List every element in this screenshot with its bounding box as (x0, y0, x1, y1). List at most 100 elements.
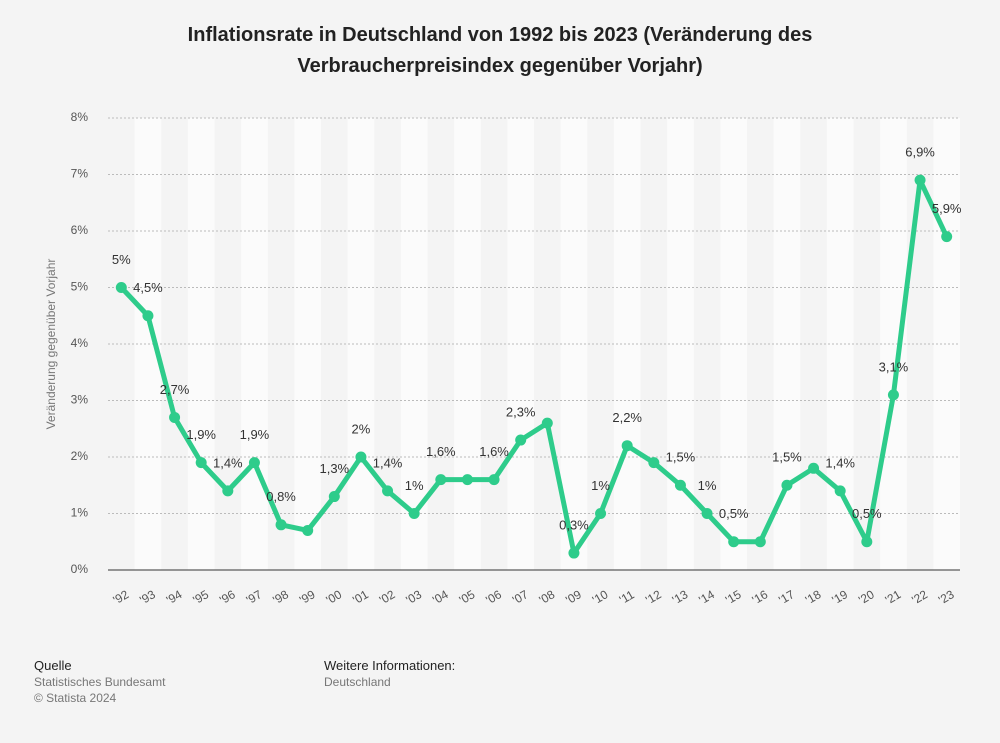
value-label: 1,4% (825, 455, 855, 470)
data-point (302, 524, 314, 536)
value-label: 0,3% (559, 517, 589, 532)
y-tick-label: 4% (71, 336, 89, 350)
x-tick-label: '15 (723, 587, 744, 607)
x-tick-label: '98 (270, 587, 291, 607)
value-label: 3,1% (879, 359, 909, 374)
y-tick-label: 7% (71, 167, 89, 181)
data-point (169, 411, 181, 423)
data-point (488, 474, 500, 486)
data-point (541, 417, 553, 429)
x-tick-label: '20 (856, 587, 877, 607)
y-tick-label: 2% (71, 449, 89, 463)
data-point (648, 457, 660, 469)
source: Statistisches Bundesamt (34, 675, 166, 689)
info-block: Weitere Informationen: Deutschland (324, 658, 455, 690)
value-label: 1,5% (666, 450, 696, 465)
x-tick-label: '12 (643, 587, 664, 607)
value-label: 1% (591, 478, 610, 493)
data-point (834, 485, 846, 497)
data-point (435, 474, 447, 486)
band-stripe (773, 118, 801, 570)
data-point (781, 479, 793, 491)
x-tick-label: '93 (137, 587, 158, 607)
x-tick-label: '00 (324, 587, 345, 607)
y-tick-label: 8% (71, 110, 89, 124)
data-point (328, 491, 340, 503)
x-tick-label: '94 (164, 587, 185, 607)
x-tick-label: '07 (510, 587, 531, 607)
y-tick-label: 5% (71, 280, 89, 294)
chart-title: Inflationsrate in Deutschland von 1992 b… (187, 24, 813, 77)
value-label: 1,9% (186, 427, 216, 442)
data-point (355, 451, 367, 463)
value-label: 4,5% (133, 280, 163, 295)
y-axis-label: Veränderung gegenüber Vorjahr (44, 259, 58, 430)
data-point (515, 434, 527, 446)
data-point (461, 474, 473, 486)
data-point (728, 536, 740, 548)
value-label: 2,7% (160, 382, 190, 397)
info: Deutschland (324, 675, 391, 689)
value-label: 0,5% (852, 506, 882, 521)
x-tick-label: '23 (936, 587, 957, 607)
source-heading: Quelle (34, 658, 72, 673)
value-label: 5% (112, 252, 131, 267)
value-label: 2,3% (506, 404, 536, 419)
value-label: 1,3% (319, 461, 349, 476)
x-tick-label: '02 (377, 587, 398, 607)
value-label: 1,6% (426, 444, 456, 459)
data-point (115, 282, 127, 293)
x-tick-label: '03 (404, 587, 425, 607)
x-tick-label: '97 (244, 587, 265, 607)
x-tick-label: '22 (909, 587, 930, 607)
data-point (142, 310, 154, 322)
data-point (382, 485, 394, 497)
value-label: 0,5% (719, 506, 749, 521)
x-tick-label: '96 (217, 587, 238, 607)
x-tick-label: '19 (830, 587, 851, 607)
x-tick-label: '92 (111, 587, 132, 607)
data-point (621, 440, 633, 452)
value-label: 1% (405, 478, 424, 493)
data-point (861, 536, 873, 548)
value-label: 1,4% (373, 455, 403, 470)
x-tick-label: '04 (430, 587, 451, 607)
data-point (887, 389, 899, 401)
value-label: 1,5% (772, 450, 802, 465)
value-label: 1,4% (213, 455, 243, 470)
x-tick-label: '21 (883, 587, 904, 607)
data-point (754, 536, 766, 548)
data-point (195, 457, 207, 469)
y-tick-label: 1% (71, 506, 89, 520)
value-label: 2,2% (612, 410, 642, 425)
x-tick-label: '05 (457, 587, 478, 607)
x-tick-label: '99 (297, 587, 318, 607)
data-point (701, 508, 713, 519)
source-block: Quelle Statistisches Bundesamt © Statist… (34, 658, 165, 706)
value-label: 0,8% (266, 489, 296, 504)
x-tick-label: '16 (750, 587, 771, 607)
chart: 0% 1% 2% 3% 4% 5% 6% 7% 8% Veränderung gegenüber … (44, 110, 962, 607)
data-point (408, 508, 420, 519)
x-tick-label: '11 (617, 587, 637, 607)
data-point (595, 508, 607, 519)
x-tick-label: '14 (696, 587, 717, 607)
x-tick-label: '17 (776, 587, 797, 607)
data-point (275, 519, 287, 531)
value-label: 1,6% (479, 444, 509, 459)
data-point (914, 174, 926, 186)
value-label: 2% (352, 421, 371, 436)
data-point (222, 485, 234, 497)
x-tick-label: '09 (563, 587, 584, 607)
data-point (248, 457, 260, 469)
x-tick-label: '01 (350, 587, 371, 607)
data-point (941, 231, 953, 243)
value-label: 1,9% (240, 427, 270, 442)
y-tick-label: 0% (71, 562, 89, 576)
data-point (568, 547, 580, 559)
info-heading: Weitere Informationen: (324, 658, 456, 673)
data-point (674, 479, 686, 491)
copyright: © Statista 2024 (34, 691, 117, 705)
x-tick-label: '13 (670, 587, 691, 607)
